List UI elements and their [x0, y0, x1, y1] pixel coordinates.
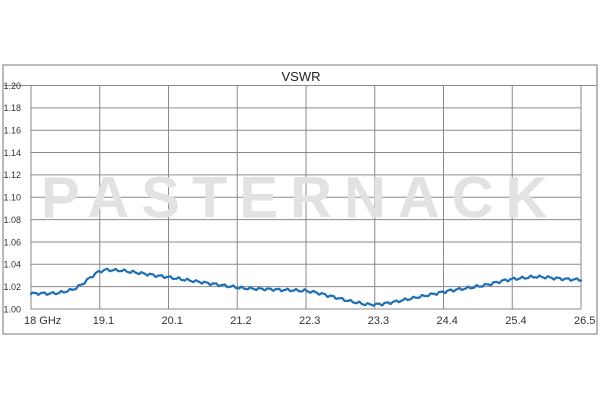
svg-text:26.5: 26.5	[574, 315, 595, 327]
svg-text:1.08: 1.08	[3, 215, 21, 225]
svg-text:1.06: 1.06	[3, 237, 21, 247]
svg-text:1.04: 1.04	[3, 260, 21, 270]
svg-text:22.3: 22.3	[299, 315, 320, 327]
svg-text:1.14: 1.14	[3, 148, 21, 158]
svg-text:19.1: 19.1	[93, 315, 114, 327]
svg-text:25.4: 25.4	[505, 315, 526, 327]
svg-text:1.16: 1.16	[3, 126, 21, 136]
svg-text:20.1: 20.1	[162, 315, 183, 327]
svg-text:23.3: 23.3	[368, 315, 389, 327]
svg-text:24.4: 24.4	[437, 315, 458, 327]
svg-text:1.20: 1.20	[3, 81, 21, 91]
svg-text:1.00: 1.00	[3, 304, 21, 314]
svg-text:21.2: 21.2	[230, 315, 251, 327]
svg-text:1.12: 1.12	[3, 170, 21, 180]
svg-text:1.02: 1.02	[3, 282, 21, 292]
svg-text:PASTERNACK: PASTERNACK	[41, 166, 560, 231]
svg-text:VSWR: VSWR	[282, 69, 321, 84]
svg-text:18 GHz: 18 GHz	[24, 315, 61, 327]
svg-text:1.10: 1.10	[3, 193, 21, 203]
svg-text:1.18: 1.18	[3, 103, 21, 113]
